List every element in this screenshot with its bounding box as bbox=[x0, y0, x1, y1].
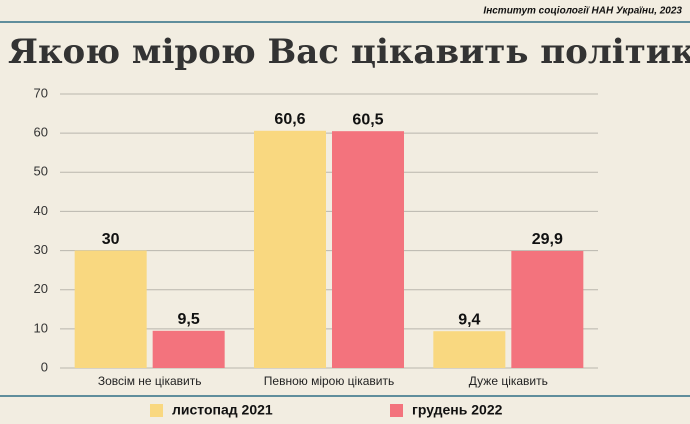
y-tick-label: 10 bbox=[34, 320, 48, 335]
value-label: 60,6 bbox=[274, 111, 305, 128]
x-tick-label: Зовсім не цікавить bbox=[98, 374, 202, 388]
legend-swatch bbox=[150, 404, 163, 417]
legend-label: листопад 2021 bbox=[172, 402, 273, 418]
value-label: 29,9 bbox=[532, 231, 563, 248]
value-label: 9,5 bbox=[178, 311, 200, 328]
y-tick-label: 50 bbox=[34, 164, 48, 179]
x-tick-label: Дуже цікавить bbox=[469, 374, 548, 388]
value-label: 30 bbox=[102, 231, 120, 248]
y-tick-label: 60 bbox=[34, 125, 48, 140]
y-tick-label: 70 bbox=[34, 85, 48, 100]
legend-label: грудень 2022 bbox=[412, 402, 503, 418]
bar bbox=[332, 131, 404, 368]
y-tick-label: 0 bbox=[41, 359, 48, 374]
y-tick-label: 20 bbox=[34, 281, 48, 296]
bar bbox=[511, 250, 584, 368]
y-tick-label: 40 bbox=[34, 203, 48, 218]
value-label: 9,4 bbox=[458, 311, 480, 328]
y-tick-label: 30 bbox=[34, 242, 48, 257]
legend-swatch bbox=[390, 404, 403, 417]
source: Інститут соціології НАН України, 2023 bbox=[483, 6, 682, 17]
bar bbox=[433, 331, 506, 368]
value-label: 60,5 bbox=[352, 111, 383, 128]
bar bbox=[74, 250, 147, 368]
bar bbox=[254, 130, 326, 368]
bar bbox=[152, 330, 225, 368]
x-tick-label: Певною мірою цікавить bbox=[264, 374, 394, 388]
chart-title: Якою мірою Вас цікавить політика? % bbox=[8, 32, 690, 72]
